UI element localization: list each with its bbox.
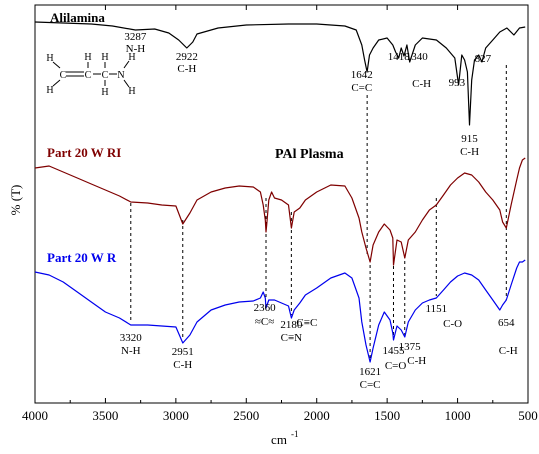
svg-text:H: H: [46, 85, 53, 96]
series-labels: Alilamina Part 20 W RI Part 20 W R: [47, 10, 121, 265]
peak-annotation-24: 1455: [382, 345, 405, 357]
series-label-part-20w-r: Part 20 W R: [47, 250, 117, 265]
x-axis-ticks: 4000 3500 3000 2500 2000 1500 1000 500: [22, 5, 538, 423]
peak-annotation-14: N-H: [121, 345, 141, 357]
svg-text:C: C: [60, 70, 67, 81]
svg-text:H: H: [128, 52, 135, 63]
peak-annotation-27: C-H: [407, 355, 426, 367]
peak-annotation-5: C=C: [351, 82, 372, 94]
peak-annotation-25: C=O: [385, 360, 407, 372]
peak-guides: [130, 65, 507, 360]
series-line-0: [34, 21, 526, 126]
svg-text:H: H: [101, 52, 108, 63]
x-axis-label: cm: [271, 432, 287, 447]
peak-annotation-21: C≡N: [281, 332, 303, 344]
center-label: PAl Plasma: [275, 147, 344, 162]
peak-annotation-31: C-H: [499, 345, 518, 357]
peak-annotation-16: C-H: [173, 359, 192, 371]
x-tick-label-1: 3500: [92, 408, 118, 423]
peak-annotation-22: 1621: [359, 366, 381, 378]
x-tick-label-7: 500: [518, 408, 538, 423]
peak-annotation-28: 1151: [426, 303, 448, 315]
peak-annotation-9: 993: [449, 77, 466, 89]
svg-text:H: H: [46, 53, 53, 64]
peak-annotation-13: 3320: [120, 332, 143, 344]
peak-annotation-3: C-H: [177, 63, 196, 75]
peak-annotation-6: 1418: [388, 51, 411, 63]
peak-annotation-12: C-H: [460, 146, 479, 158]
x-tick-label-3: 2500: [233, 408, 259, 423]
series-label-alilamina: Alilamina: [50, 10, 105, 25]
x-axis-label-superscript: -1: [291, 429, 299, 439]
svg-text:H: H: [84, 52, 91, 63]
svg-text:H: H: [128, 86, 135, 97]
peak-annotation-1: N-H: [126, 43, 146, 55]
peak-annotation-23: C=C: [360, 379, 381, 391]
x-tick-label-0: 4000: [22, 408, 48, 423]
peak-annotation-15: 2951: [172, 346, 194, 358]
x-tick-label-2: 3000: [163, 408, 189, 423]
peak-annotation-17: 2360: [254, 302, 277, 314]
peak-annotation-8: C-H: [412, 78, 431, 90]
peak-annotation-29: C-O: [443, 318, 462, 330]
svg-text:N: N: [117, 70, 124, 81]
peak-annotation-11: 915: [461, 133, 478, 145]
x-tick-label-5: 1500: [374, 408, 400, 423]
spectra-lines: [34, 21, 526, 363]
peak-annotation-0: 3287: [124, 31, 147, 43]
peak-annotation-19: 2180: [280, 319, 303, 331]
y-axis-label: % (T): [8, 185, 23, 216]
peak-annotation-4: 1642: [351, 69, 373, 81]
peak-annotation-26: 1375: [399, 341, 422, 353]
series-label-part-20w-ri: Part 20 W RI: [47, 145, 121, 160]
peak-annotation-30: 654: [498, 317, 515, 329]
peak-annotation-10: 827: [475, 53, 492, 65]
peak-annotation-7: 1340: [406, 51, 429, 63]
x-tick-label-4: 2000: [304, 408, 330, 423]
series-line-1: [34, 157, 526, 266]
svg-text:C: C: [102, 70, 109, 81]
series-line-2: [34, 259, 526, 363]
peak-annotation-2: 2922: [176, 51, 198, 63]
peak-annotation-18: ≈C≈: [255, 316, 274, 328]
svg-text:C: C: [85, 70, 92, 81]
x-tick-label-6: 1000: [445, 408, 471, 423]
peak-annotation-20: C≡C: [296, 317, 317, 329]
allylamine-structure: [52, 60, 130, 88]
svg-text:H: H: [101, 87, 108, 98]
